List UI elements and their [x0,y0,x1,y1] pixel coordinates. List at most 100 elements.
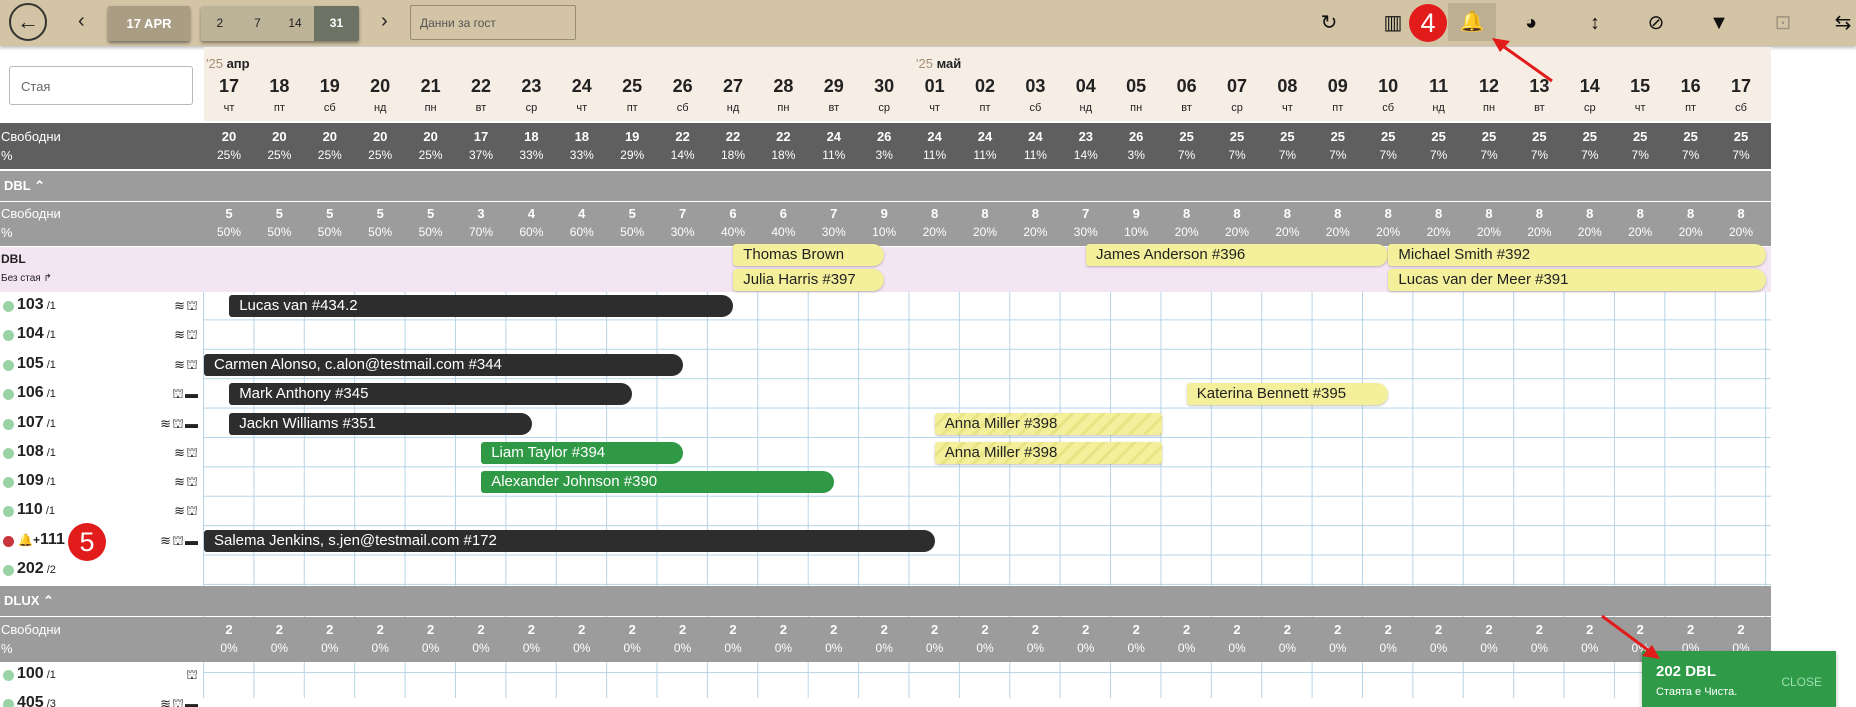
section-title-dbl: DBL ⌃ [4,178,46,193]
day-header: 21 пн [406,75,456,119]
booking-bar[interactable]: Alexander Johnson #390 [481,471,834,493]
booking-bar[interactable]: Michael Smith #392 [1388,244,1767,266]
free-count: 23 [1078,129,1094,144]
day-number: 22 [470,76,492,96]
booking-bar[interactable]: Anna Miller #398 [934,413,1162,435]
booking-bar[interactable]: Liam Taylor #394 [481,442,683,464]
focus-icon[interactable]: ⊡ [1774,12,1792,34]
room-row-103[interactable]: 103/1 ≋⛫ [0,292,203,321]
room-row-100[interactable]: 100/1 ⛫ [0,661,203,690]
free-count: 20 [423,129,438,144]
free-percent: 33% [569,148,594,162]
free-count: 26 [1128,129,1144,144]
refresh-icon[interactable]: ↻ [1320,12,1338,34]
room-capacity: /2 [46,564,56,576]
room-number-text: 109 [17,472,44,489]
room-capacity: /1 [46,329,56,341]
free-count: 6 [779,206,787,221]
free-count: 9 [1132,206,1140,221]
free-label-dlux: Свободни [1,622,61,637]
vertical-resize-icon[interactable]: ↕ [1590,12,1600,34]
weekday: пн [1482,102,1496,114]
notification-add-icon[interactable]: 🔔 [1448,3,1496,41]
free-percent: 20% [1678,225,1703,239]
booking-bar[interactable]: Katerina Bennett #395 [1186,383,1389,405]
booking-bar[interactable]: Julia Harris #397 [733,269,885,291]
free-percent: 30% [670,225,695,239]
room-number-text: 104 [17,325,44,342]
chevron-up-icon[interactable]: ⌃ [34,178,46,193]
room-row-110[interactable]: 110/1 ≋⛫ [0,497,203,526]
view-31-days[interactable]: 31 [313,6,359,41]
back-arrow-icon[interactable]: ← [9,3,47,41]
day-number: 02 [974,76,996,96]
view-2-days[interactable]: 2 [216,16,224,30]
section-header-dbl[interactable]: DBL ⌃ [0,171,1771,201]
free-count: 2 [376,622,384,637]
free-percent: 0% [220,641,238,655]
next-icon[interactable]: › [381,10,388,32]
room-row-106[interactable]: 106/1 ⛫▬ [0,380,203,409]
room-row-104[interactable]: 104/1 ≋⛫ [0,321,203,350]
free-percent: 0% [1177,641,1196,655]
room-capacity: /1 [46,669,56,681]
room-row-405[interactable]: 405/3 ≋⛫▬ [0,690,203,707]
free-percent: 20% [1275,225,1300,239]
booking-bar[interactable]: Lucas van #434.2 [229,295,734,317]
booking-bar[interactable]: Thomas Brown [733,244,885,266]
free-percent: 0% [1127,641,1145,655]
booking-bar[interactable]: Lucas van der Meer #391 [1388,269,1767,291]
columns-icon[interactable]: ▥ [1383,12,1403,34]
weekday: пт [273,102,285,114]
room-row-202[interactable]: 202/2 [0,556,203,585]
guest-data-input[interactable]: Данни за гост [410,5,576,40]
room-capacity: /1 [46,447,56,459]
booking-bar[interactable]: James Anderson #396 [1086,244,1389,266]
room-row-105[interactable]: 105/1 ≋⛫ [0,351,203,380]
room-row-111[interactable]: 🔔+111 ≋⛫▬ 5 [0,523,203,561]
weekday: сб [676,102,689,114]
filter-clear-icon[interactable]: ⊘ [1647,12,1665,34]
room-row-108[interactable]: 108/1 ≋⛫ [0,439,203,468]
free-count: 25 [1532,129,1547,144]
free-percent: 20% [1628,225,1653,239]
filter-icon[interactable]: ▼ [1709,12,1729,34]
room-number-text: 106 [17,384,44,401]
free-count: 25 [1229,129,1245,144]
booking-bar[interactable]: Anna Miller #398 [934,442,1162,464]
room-search-input[interactable]: Стая [9,66,193,105]
free-percent: 11% [923,148,947,162]
free-percent: 7% [1732,148,1750,162]
view-7-days[interactable]: 7 [254,16,261,30]
day-header: 19 сб [305,75,355,119]
free-count: 2 [830,622,838,637]
toast-close-button[interactable]: CLOSE [1781,675,1822,689]
free-percent: 7% [1228,148,1246,162]
room-number: 103/1 [17,296,56,314]
free-count: 2 [1132,622,1140,637]
free-count: 8 [1737,206,1745,221]
booking-bar[interactable]: Jackn Williams #351 [229,413,532,435]
booking-bar[interactable]: Carmen Alonso, c.alon@testmail.com #344 [204,354,683,376]
previous-icon[interactable]: ‹ [78,10,85,32]
chevron-up-icon[interactable]: ⌃ [43,593,54,608]
booking-bar[interactable]: Mark Anthony #345 [229,383,633,405]
free-count: 7 [678,206,687,221]
free-percent: 0% [976,641,994,655]
free-count: 8 [1636,206,1644,221]
room-row-107[interactable]: 107/1 ≋⛫▬ [0,410,203,439]
section-header-dlux[interactable]: DLUX ⌃ [0,586,1771,616]
free-percent: 25% [317,148,342,162]
free-count: 20 [372,129,388,144]
free-percent: 0% [1026,641,1045,655]
palette-icon[interactable]: ◕ [1524,12,1538,34]
current-date-button[interactable]: 17 APR [108,6,190,41]
view-14-days[interactable]: 14 [288,16,302,30]
free-percent: 40% [720,225,746,239]
room-row-109[interactable]: 109/1 ≋⛫ [0,468,203,497]
no-room-label: Без стая ↱ [1,273,52,284]
free-count: 2 [779,622,787,637]
swap-icon[interactable]: ⇆ [1834,12,1852,34]
booking-bar[interactable]: Salema Jenkins, s.jen@testmail.com #172 [204,530,935,552]
free-percent: 7% [1278,148,1297,162]
